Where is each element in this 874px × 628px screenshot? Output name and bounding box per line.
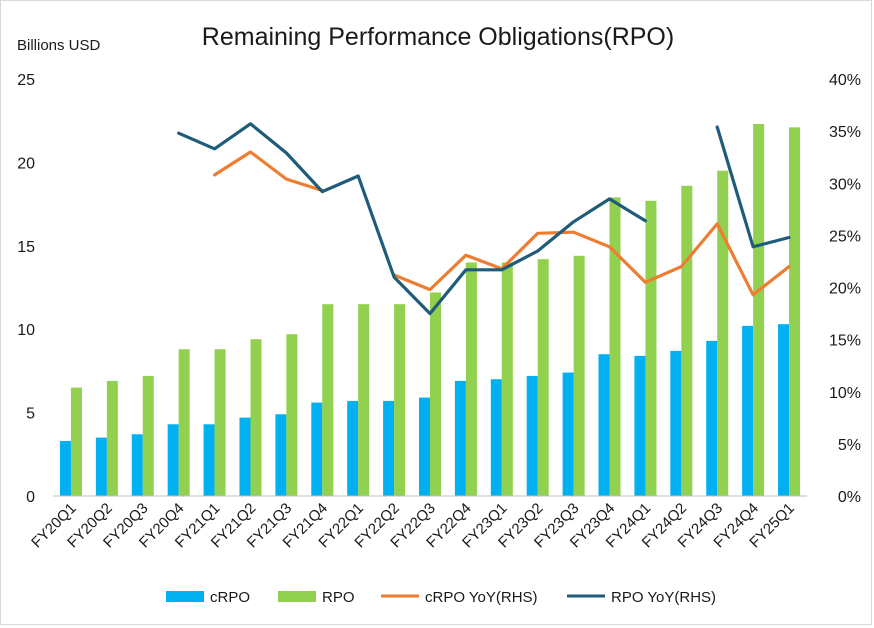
bar-rpo-fy23q1 xyxy=(501,262,513,496)
y-axis-label: Billions USD xyxy=(17,37,101,54)
bar-rpo-fy22q3 xyxy=(430,292,441,496)
line-rpo-yoy-rhs--segment-1 xyxy=(715,125,791,249)
bar-crpo-fy22q4 xyxy=(454,380,466,496)
bar-crpo-fy22q3 xyxy=(419,397,430,496)
y-tick-label: 25 xyxy=(17,72,35,89)
bar-crpo-fy23q4 xyxy=(598,354,610,496)
x-axis-ticks: FY20Q1FY20Q2FY20Q3FY20Q4FY21Q1FY21Q2FY21… xyxy=(28,500,798,552)
bar-crpo-fy21q2 xyxy=(239,417,251,496)
legend-label-rpo-yoy: RPO YoY(RHS) xyxy=(611,589,716,606)
bar-rpo-fy24q1 xyxy=(645,200,657,496)
chart-title: Remaining Performance Obligations(RPO) xyxy=(202,23,674,51)
bar-crpo-fy20q2 xyxy=(95,437,107,496)
bar-crpo-fy24q4 xyxy=(742,325,754,496)
legend-swatch-crpo xyxy=(166,591,204,602)
y2-tick-label: 20% xyxy=(829,281,861,298)
bar-rpo-fy21q1 xyxy=(214,349,226,496)
bar-rpo-fy24q3 xyxy=(717,170,729,497)
y2-tick-label: 5% xyxy=(838,437,861,454)
y2-tick-label: 30% xyxy=(829,176,861,193)
legend-label-rpo: RPO xyxy=(322,589,355,606)
bar-crpo-fy20q1 xyxy=(59,440,71,496)
line-crpo-yoy-rhs--segment-0 xyxy=(213,150,324,193)
bar-rpo-fy20q4 xyxy=(178,349,190,496)
bar-rpo-fy21q2 xyxy=(250,339,262,496)
bar-rpo-fy22q2 xyxy=(394,304,406,496)
y2-tick-label: 35% xyxy=(829,124,861,141)
y-tick-label: 0 xyxy=(26,489,35,506)
bar-rpo-fy23q3 xyxy=(573,255,585,496)
bar-crpo-fy23q1 xyxy=(490,379,502,496)
legend: cRPO RPO cRPO YoY(RHS) RPO YoY(RHS) xyxy=(166,589,716,606)
bar-crpo-fy23q2 xyxy=(526,375,538,496)
y2-tick-label: 40% xyxy=(829,72,861,89)
bar-crpo-fy22q1 xyxy=(347,400,359,496)
y2-tick-label: 0% xyxy=(838,489,861,506)
bar-rpo-fy24q4 xyxy=(753,124,765,496)
bar-rpo-fy23q4 xyxy=(609,197,621,497)
bar-rpo-fy20q1 xyxy=(70,387,82,496)
bar-crpo-fy21q1 xyxy=(203,424,215,496)
line-rpo-yoy-rhs--segment-0 xyxy=(177,122,648,316)
y-tick-label: 20 xyxy=(17,155,35,172)
y2-tick-label: 10% xyxy=(829,385,861,402)
line-crpo-yoy-rhs--segment-1 xyxy=(392,222,791,297)
bar-crpo-fy23q3 xyxy=(562,372,574,496)
bar-rpo-fy20q2 xyxy=(106,380,118,496)
bar-rpo-fy25q1 xyxy=(789,127,801,496)
y2-axis-ticks: 0% 5% 10% 15% 20% 25% 30% 35% 40% xyxy=(829,72,861,506)
bar-crpo-fy24q3 xyxy=(706,340,718,496)
bar-rpo-fy23q2 xyxy=(537,259,549,496)
bar-crpo-fy24q1 xyxy=(634,355,646,496)
y-axis-ticks: 0 5 10 15 20 25 xyxy=(17,72,35,506)
bar-crpo-fy20q4 xyxy=(167,424,179,496)
lines-layer xyxy=(177,122,791,316)
bar-crpo-fy21q3 xyxy=(275,414,287,496)
legend-label-crpo: cRPO xyxy=(210,589,250,606)
y-tick-label: 5 xyxy=(26,406,35,423)
legend-label-crpo-yoy: cRPO YoY(RHS) xyxy=(425,589,538,606)
legend-swatch-rpo xyxy=(278,591,316,602)
bars-layer xyxy=(59,124,801,497)
bar-crpo-fy20q3 xyxy=(131,434,143,496)
bar-rpo-fy22q4 xyxy=(465,262,477,496)
y-tick-label: 15 xyxy=(17,239,35,256)
bar-crpo-fy21q4 xyxy=(311,402,323,496)
bar-crpo-fy25q1 xyxy=(778,324,790,496)
bar-crpo-fy22q2 xyxy=(383,400,395,496)
bar-rpo-fy22q1 xyxy=(358,304,370,496)
y-tick-label: 10 xyxy=(17,322,35,339)
bar-crpo-fy24q2 xyxy=(670,350,682,496)
y2-tick-label: 25% xyxy=(829,228,861,245)
y2-tick-label: 15% xyxy=(829,333,861,350)
bar-rpo-fy21q3 xyxy=(286,334,298,496)
bar-rpo-fy24q2 xyxy=(681,185,693,496)
bar-rpo-fy20q3 xyxy=(142,375,154,496)
bar-rpo-fy21q4 xyxy=(322,304,334,496)
